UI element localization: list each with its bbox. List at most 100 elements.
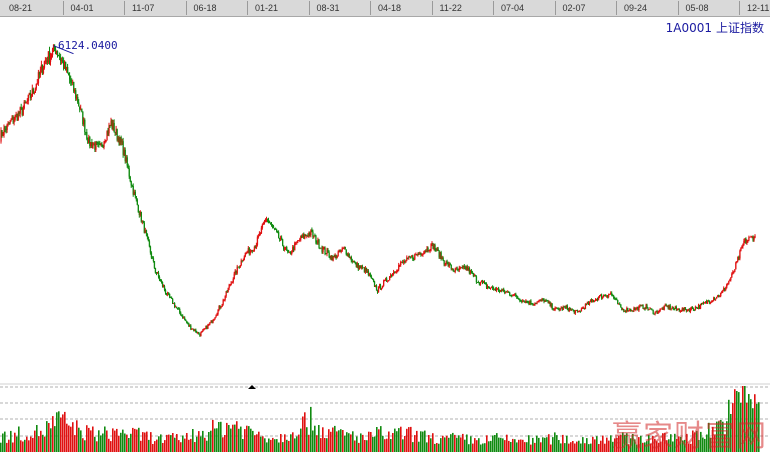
- down-candle-body: [501, 290, 503, 291]
- date-tick-separator: [370, 1, 371, 15]
- down-candle-body: [96, 142, 98, 144]
- down-candle-body: [48, 51, 51, 62]
- down-candle-body: [178, 308, 180, 310]
- down-candle-body: [270, 223, 273, 225]
- volume-bar-up: [754, 394, 756, 452]
- volume-bar-up: [110, 441, 112, 452]
- volume-bar-up: [68, 425, 70, 452]
- down-candle-body: [268, 221, 271, 223]
- volume-bar-up: [432, 433, 434, 452]
- down-candle-body: [184, 317, 186, 320]
- down-candle-body: [357, 263, 359, 270]
- up-candle-body: [588, 301, 591, 305]
- down-candle-body: [650, 308, 652, 310]
- volume-bar-down: [234, 424, 236, 452]
- down-candle-body: [404, 261, 406, 263]
- down-candle-body: [724, 288, 726, 291]
- volume-bar-up: [86, 425, 88, 452]
- volume-bar-down: [464, 439, 466, 452]
- up-candle-body: [45, 60, 48, 62]
- up-candle-body: [141, 220, 143, 222]
- down-candle-body: [370, 276, 373, 279]
- volume-bar-up: [26, 436, 28, 452]
- volume-bar-down: [346, 432, 348, 452]
- down-candle-body: [63, 61, 65, 69]
- down-candle-body: [709, 301, 711, 304]
- volume-bar-down: [210, 430, 212, 452]
- up-candle-body: [719, 296, 721, 297]
- volume-bar-up: [742, 386, 744, 452]
- up-candle-body: [34, 88, 36, 93]
- date-tick-separator: [616, 1, 617, 15]
- down-candle-body: [453, 270, 455, 272]
- down-candle-body: [24, 101, 26, 103]
- volume-bar-up: [404, 436, 406, 452]
- down-candle-body: [493, 288, 495, 290]
- down-candle-body: [667, 305, 669, 309]
- down-candle-body: [543, 299, 545, 302]
- down-candle-body: [147, 237, 150, 242]
- down-candle-body: [301, 235, 303, 238]
- up-candle-body: [473, 275, 476, 277]
- volume-bar-down: [668, 439, 670, 452]
- up-candle-body: [641, 304, 643, 306]
- volume-bar-down: [104, 426, 106, 452]
- down-candle-body: [62, 60, 64, 62]
- down-candle-body: [564, 307, 566, 308]
- volume-bar-down: [282, 442, 284, 452]
- down-candle-body: [540, 299, 542, 301]
- volume-bar-down: [644, 442, 646, 452]
- down-candle-body: [282, 239, 284, 246]
- up-candle-body: [458, 267, 460, 271]
- symbol-name: 上证指数: [715, 21, 764, 35]
- volume-bar-down: [286, 439, 288, 452]
- up-candle-body: [13, 119, 15, 123]
- volume-bar-down: [444, 437, 446, 452]
- down-candle-body: [73, 82, 75, 92]
- volume-bar-down: [674, 433, 676, 452]
- up-candle-body: [52, 44, 55, 50]
- down-candle-body: [79, 106, 81, 110]
- up-candle-body: [264, 219, 267, 222]
- down-candle-body: [612, 295, 614, 297]
- date-tick-separator: [124, 1, 125, 15]
- volume-bar-up: [44, 436, 46, 452]
- up-candle-body: [618, 303, 620, 305]
- up-candle-body: [76, 97, 78, 99]
- volume-bar-down: [122, 429, 124, 452]
- up-candle-body: [720, 293, 722, 297]
- volume-bar-down: [718, 421, 720, 452]
- up-candle-body: [221, 304, 223, 307]
- up-candle-body: [595, 298, 598, 300]
- down-candle-body: [77, 97, 79, 103]
- up-candle-body: [36, 83, 38, 85]
- down-candle-body: [409, 256, 411, 258]
- up-candle-body: [496, 288, 498, 291]
- volume-bar-up: [656, 441, 658, 452]
- down-candle-body: [504, 291, 506, 293]
- down-candle-body: [60, 57, 62, 61]
- down-candle-body: [656, 311, 658, 314]
- up-candle-body: [734, 269, 736, 272]
- down-candle-body: [328, 252, 330, 257]
- volume-bar-down: [500, 437, 502, 452]
- up-candle-body: [245, 252, 247, 254]
- up-candle-body: [699, 303, 702, 309]
- up-candle-body: [403, 261, 405, 263]
- volume-bar-down: [216, 428, 218, 452]
- volume-bar-down: [214, 428, 216, 452]
- up-candle-body: [263, 221, 266, 223]
- volume-bar-down: [516, 442, 518, 452]
- down-candle-body: [518, 298, 520, 300]
- down-candle-body: [276, 229, 278, 232]
- volume-bar-up: [236, 421, 238, 452]
- down-candle-body: [511, 295, 513, 297]
- down-candle-body: [187, 322, 189, 324]
- volume-bar-down: [326, 438, 328, 452]
- up-candle-body: [265, 219, 268, 220]
- down-candle-body: [371, 278, 374, 280]
- up-candle-body: [6, 123, 8, 130]
- volume-bar-down: [340, 429, 342, 452]
